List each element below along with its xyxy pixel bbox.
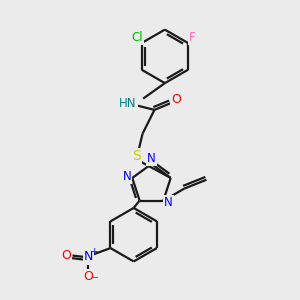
Text: O: O xyxy=(61,249,71,262)
Text: HN: HN xyxy=(119,98,136,110)
Text: S: S xyxy=(132,149,141,163)
Text: Cl: Cl xyxy=(131,31,143,44)
Text: −: − xyxy=(91,273,99,283)
Text: F: F xyxy=(189,31,196,44)
Text: N: N xyxy=(164,196,173,208)
Text: +: + xyxy=(90,247,97,256)
Text: N: N xyxy=(147,152,156,165)
Text: O: O xyxy=(171,93,181,106)
Text: O: O xyxy=(83,270,93,283)
Text: N: N xyxy=(122,170,131,183)
Text: N: N xyxy=(83,250,93,263)
